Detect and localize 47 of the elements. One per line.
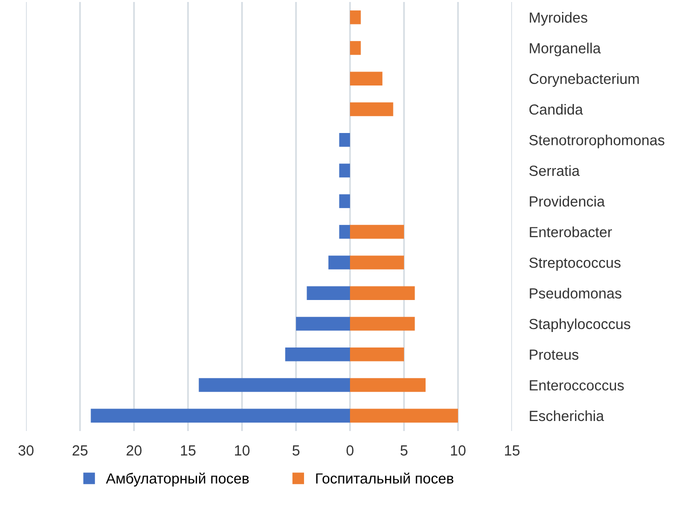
bar <box>350 102 394 116</box>
x-tick-label: 0 <box>346 445 354 456</box>
legend-label: Амбулаторный посев <box>106 472 249 487</box>
x-tick-label: 25 <box>72 445 88 456</box>
bar <box>339 133 350 147</box>
x-tick-label: 5 <box>400 445 408 456</box>
y-tick-label: Enterobacter <box>530 226 612 238</box>
bar <box>350 408 458 423</box>
y-tick-label: Proteus <box>530 350 578 360</box>
y-tick-label: Corynebacterium <box>529 73 639 87</box>
legend-label: Госпитальный посев <box>316 472 454 484</box>
x-tick-label: 5 <box>292 445 300 456</box>
bar <box>90 408 350 423</box>
y-tick-label: Staphylococcus <box>529 318 630 332</box>
y-tick-label: Enteroccoccus <box>530 380 624 390</box>
bar <box>350 72 382 86</box>
x-tick-label: 15 <box>505 445 520 456</box>
bar <box>350 316 415 331</box>
bar <box>350 41 361 55</box>
y-tick-label: Candida <box>529 104 583 115</box>
bar <box>285 348 350 362</box>
y-tick-label: Escherichia <box>530 410 604 422</box>
x-tick-label: 10 <box>235 445 250 456</box>
bar <box>339 194 350 208</box>
x-tick-label: 10 <box>451 445 466 456</box>
bar <box>350 224 404 239</box>
y-tick-label: Myroides <box>530 12 588 26</box>
y-tick-label: Morganella <box>530 42 601 56</box>
bar <box>350 286 415 300</box>
bar <box>339 164 350 178</box>
bar <box>198 378 350 392</box>
bar <box>339 224 350 239</box>
x-tick-label: 30 <box>18 445 34 456</box>
bar <box>350 378 426 392</box>
y-tick-label: Streptococcus <box>529 258 621 271</box>
x-tick-label: 15 <box>181 445 196 456</box>
y-tick-label: Stenotrorophomonas <box>529 134 664 148</box>
bar <box>306 286 350 300</box>
bar <box>296 316 350 331</box>
x-tick-label: 20 <box>126 445 142 456</box>
y-tick-label: Pseudomonas <box>530 288 622 299</box>
bar <box>350 10 361 24</box>
y-tick-label: Serratia <box>529 165 580 176</box>
bar <box>350 256 404 270</box>
y-tick-label: Providencia <box>530 196 605 207</box>
bar <box>350 348 404 362</box>
bar <box>328 256 350 270</box>
